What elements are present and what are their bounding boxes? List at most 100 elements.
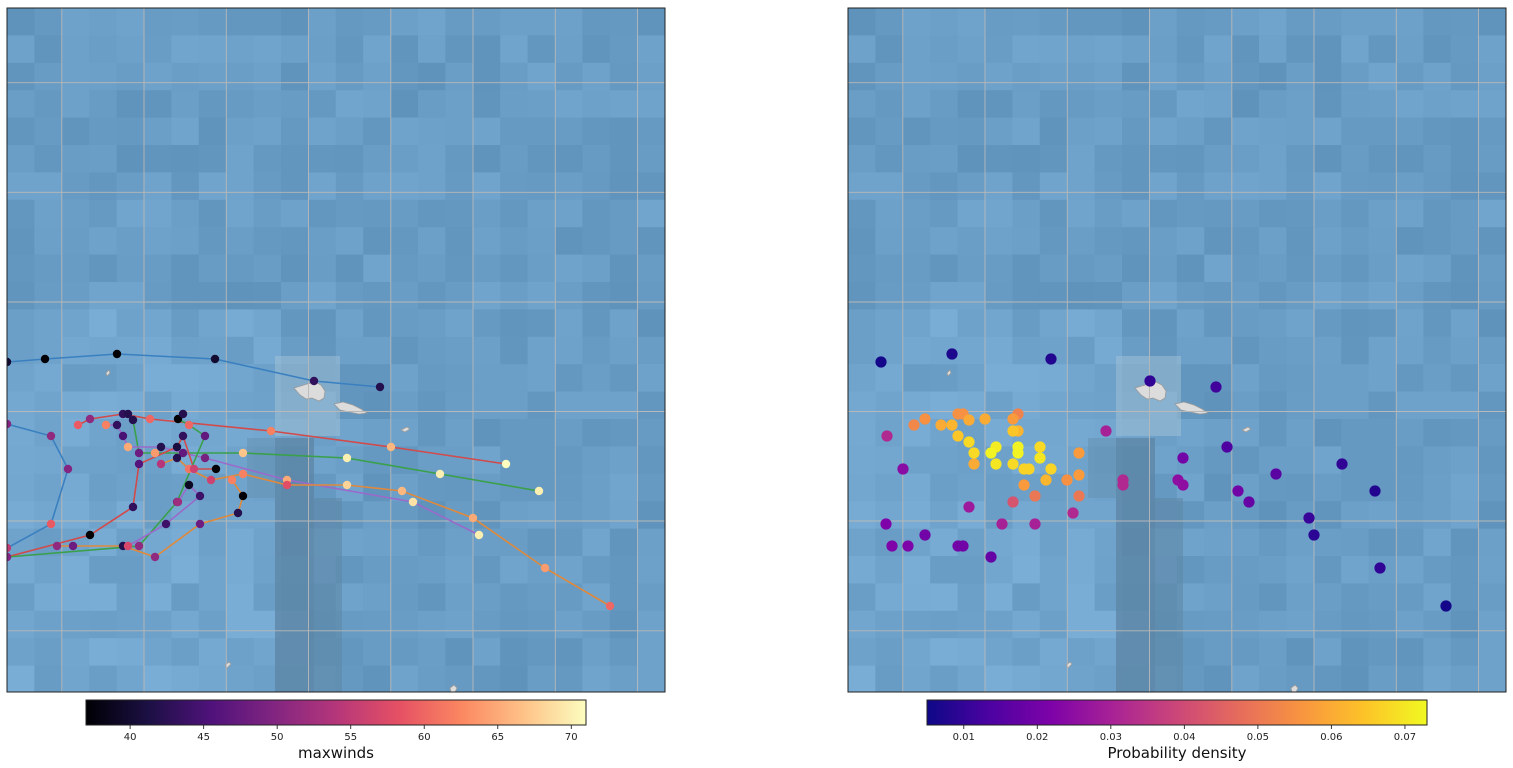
- ocean-cell: [609, 145, 638, 173]
- ocean-cell: [957, 282, 986, 310]
- ocean-cell: [582, 90, 611, 119]
- ocean-cell: [1067, 117, 1096, 146]
- ocean-cell: [582, 8, 611, 36]
- density-point: [1177, 452, 1189, 464]
- ocean-cell: [390, 90, 419, 119]
- ocean-cell: [1122, 8, 1150, 36]
- ocean-cell: [418, 199, 446, 228]
- ocean-cell: [253, 282, 282, 310]
- storm-point: [150, 552, 160, 562]
- maxwinds-colorbar-ticks: 40 45 50 55 60 65 70: [124, 725, 578, 743]
- ocean-cell: [1259, 8, 1287, 36]
- ocean-cell: [1313, 309, 1342, 338]
- ocean-cell: [445, 309, 474, 338]
- ocean-cell: [308, 227, 337, 256]
- ocean-cell: [89, 62, 118, 91]
- ocean-cell: [7, 309, 35, 338]
- ocean-cell: [1176, 364, 1205, 393]
- ocean-cell: [985, 117, 1013, 146]
- ocean-cell: [335, 227, 364, 256]
- ocean-cell: [1423, 556, 1452, 584]
- ocean-cell: [390, 638, 419, 667]
- ocean-cell: [1368, 391, 1397, 420]
- ocean-cell: [171, 90, 200, 119]
- ocean-cell: [1012, 8, 1041, 36]
- storm-point: [238, 448, 248, 458]
- ocean-cell: [527, 528, 556, 557]
- ocean-cell: [61, 117, 90, 146]
- ocean-cell: [1039, 8, 1068, 36]
- ocean-cell: [848, 473, 876, 502]
- ocean-cell: [1012, 610, 1041, 639]
- density-point: [1210, 381, 1222, 393]
- map-gridlines: [7, 8, 665, 692]
- ocean-cell: [1341, 391, 1370, 420]
- storm-point: [118, 431, 128, 441]
- ocean-cell: [281, 8, 309, 36]
- ocean-cell: [1149, 309, 1178, 338]
- ocean-cell: [34, 473, 63, 502]
- ocean-cell: [1176, 117, 1205, 146]
- ocean-cell: [253, 117, 282, 146]
- ocean-cell: [34, 199, 63, 228]
- ocean-cell: [253, 172, 282, 201]
- ocean-cell: [1122, 35, 1150, 64]
- ocean-cell: [472, 172, 501, 201]
- ocean-cell: [1012, 145, 1041, 173]
- ocean-cell: [1204, 473, 1233, 502]
- density-point: [919, 413, 931, 425]
- ocean-cell: [418, 8, 446, 36]
- ocean-cell: [1286, 391, 1315, 420]
- ocean-cell: [848, 227, 876, 256]
- ocean-cell: [1122, 227, 1150, 256]
- storm-point: [128, 502, 138, 512]
- storm-point: [40, 354, 50, 364]
- ocean-cell: [363, 254, 392, 283]
- ocean-cell: [609, 556, 638, 584]
- ocean-cell: [664, 336, 665, 365]
- ocean-cell: [1341, 665, 1370, 692]
- ocean-cell: [1122, 309, 1150, 338]
- ocean-cell: [1176, 254, 1205, 283]
- density-point: [1007, 425, 1019, 437]
- colorbar-tick-label: 60: [418, 732, 431, 743]
- storm-point: [68, 541, 78, 551]
- ocean-cell: [226, 665, 255, 692]
- ocean-cell: [637, 391, 665, 420]
- ocean-cell: [1341, 556, 1370, 584]
- ocean-cell: [418, 583, 446, 612]
- ocean-cell: [609, 391, 638, 420]
- storm-point: [63, 464, 73, 474]
- ocean-cell: [1478, 638, 1506, 667]
- ocean-cell: [390, 145, 419, 173]
- ocean-cell: [555, 556, 583, 584]
- density-point: [1073, 490, 1085, 502]
- ocean-cell: [1259, 90, 1287, 119]
- ocean-cell: [609, 227, 638, 256]
- density-point: [1067, 507, 1079, 519]
- ocean-cell: [637, 117, 665, 146]
- ocean-cell: [116, 556, 145, 584]
- ocean-cell: [1039, 90, 1068, 119]
- ocean-cell: [957, 638, 986, 667]
- ocean-cell: [335, 309, 364, 338]
- ocean-cell: [555, 446, 583, 475]
- ocean-cell: [875, 117, 904, 146]
- ocean-cell: [664, 556, 665, 584]
- ocean-cell: [1067, 638, 1096, 667]
- ocean-cell: [1313, 638, 1342, 667]
- ocean-cell: [1094, 8, 1123, 36]
- ocean-cell: [7, 610, 35, 639]
- ocean-cell: [445, 391, 474, 420]
- ocean-cell: [1259, 35, 1287, 64]
- ocean-cell: [582, 556, 611, 584]
- ocean-cell: [1478, 665, 1506, 692]
- storm-point: [178, 409, 188, 419]
- ocean-cell: [1396, 528, 1424, 557]
- ocean-cell: [1067, 309, 1096, 338]
- density-point: [1007, 496, 1019, 508]
- ocean-cell: [226, 528, 255, 557]
- ocean-cell: [1231, 227, 1260, 256]
- ocean-cell: [116, 90, 145, 119]
- ocean-cell: [198, 364, 227, 393]
